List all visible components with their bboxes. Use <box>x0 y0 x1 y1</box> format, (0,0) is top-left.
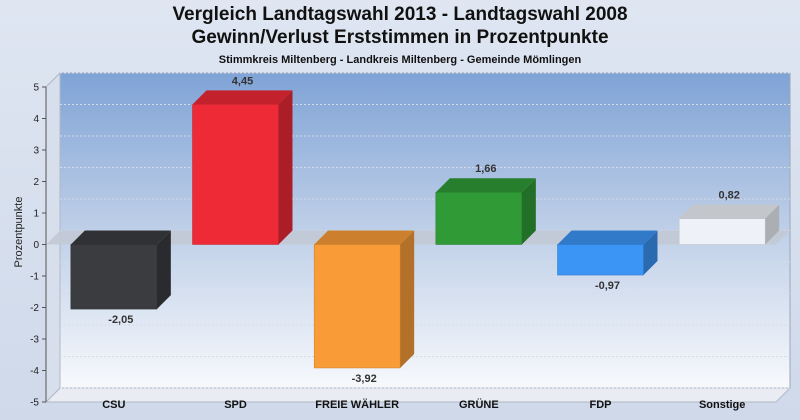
category-label: SPD <box>224 399 247 411</box>
bar-sonstige <box>678 218 766 245</box>
bar-top <box>70 230 171 245</box>
y-tick-label: 3 <box>33 146 39 157</box>
category-label: GRÜNE <box>459 398 499 411</box>
category-label: FREIE WÄHLER <box>315 398 399 411</box>
bar-top <box>435 178 536 193</box>
category-label: CSU <box>102 399 125 411</box>
bar-side <box>643 230 658 276</box>
y-tick-label: -3 <box>30 335 39 346</box>
bar-freie-wähler <box>313 244 401 369</box>
chart-title: Vergleich Landtagswahl 2013 - Landtagswa… <box>172 4 628 25</box>
data-label: -3,92 <box>352 373 377 385</box>
chart-subtitle: Stimmkreis Miltenberg - Landkreis Milten… <box>218 54 582 66</box>
bar-top <box>679 204 780 219</box>
data-label: 4,45 <box>232 75 253 87</box>
bar-fdp <box>557 244 644 276</box>
y-axis-label: Prozentpunkte <box>13 197 25 268</box>
y-tick-label: 1 <box>33 209 39 220</box>
y-tick-label: -2 <box>30 303 39 314</box>
bar-side <box>765 204 780 245</box>
y-tick-label: -1 <box>30 272 39 283</box>
bar-side <box>400 230 415 368</box>
y-tick-label: 4 <box>33 114 39 125</box>
y-tick-label: 5 <box>33 83 39 94</box>
bar-spd <box>192 104 279 245</box>
category-label: Sonstige <box>699 399 745 411</box>
bar-top <box>192 90 293 105</box>
bar-top <box>314 230 415 245</box>
bar-side <box>156 230 171 310</box>
bar-side <box>278 90 293 245</box>
y-tick-label: 0 <box>33 240 39 251</box>
category-label: FDP <box>590 399 612 411</box>
bar-csu <box>70 244 158 310</box>
y-tick-label: 2 <box>33 177 39 188</box>
bar-grüne <box>435 191 523 245</box>
data-label: -2,05 <box>108 314 133 326</box>
bar-top <box>557 230 658 245</box>
data-label: 1,66 <box>475 163 496 175</box>
data-label: 0,82 <box>718 190 739 202</box>
plot-floor <box>44 387 792 403</box>
bar-side <box>521 178 536 245</box>
y-tick-label: -5 <box>30 398 39 409</box>
data-label: -0,97 <box>595 280 620 292</box>
y-tick-label: -4 <box>30 366 39 377</box>
chart-title-line2: Gewinn/Verlust Erststimmen in Prozentpun… <box>191 27 609 48</box>
